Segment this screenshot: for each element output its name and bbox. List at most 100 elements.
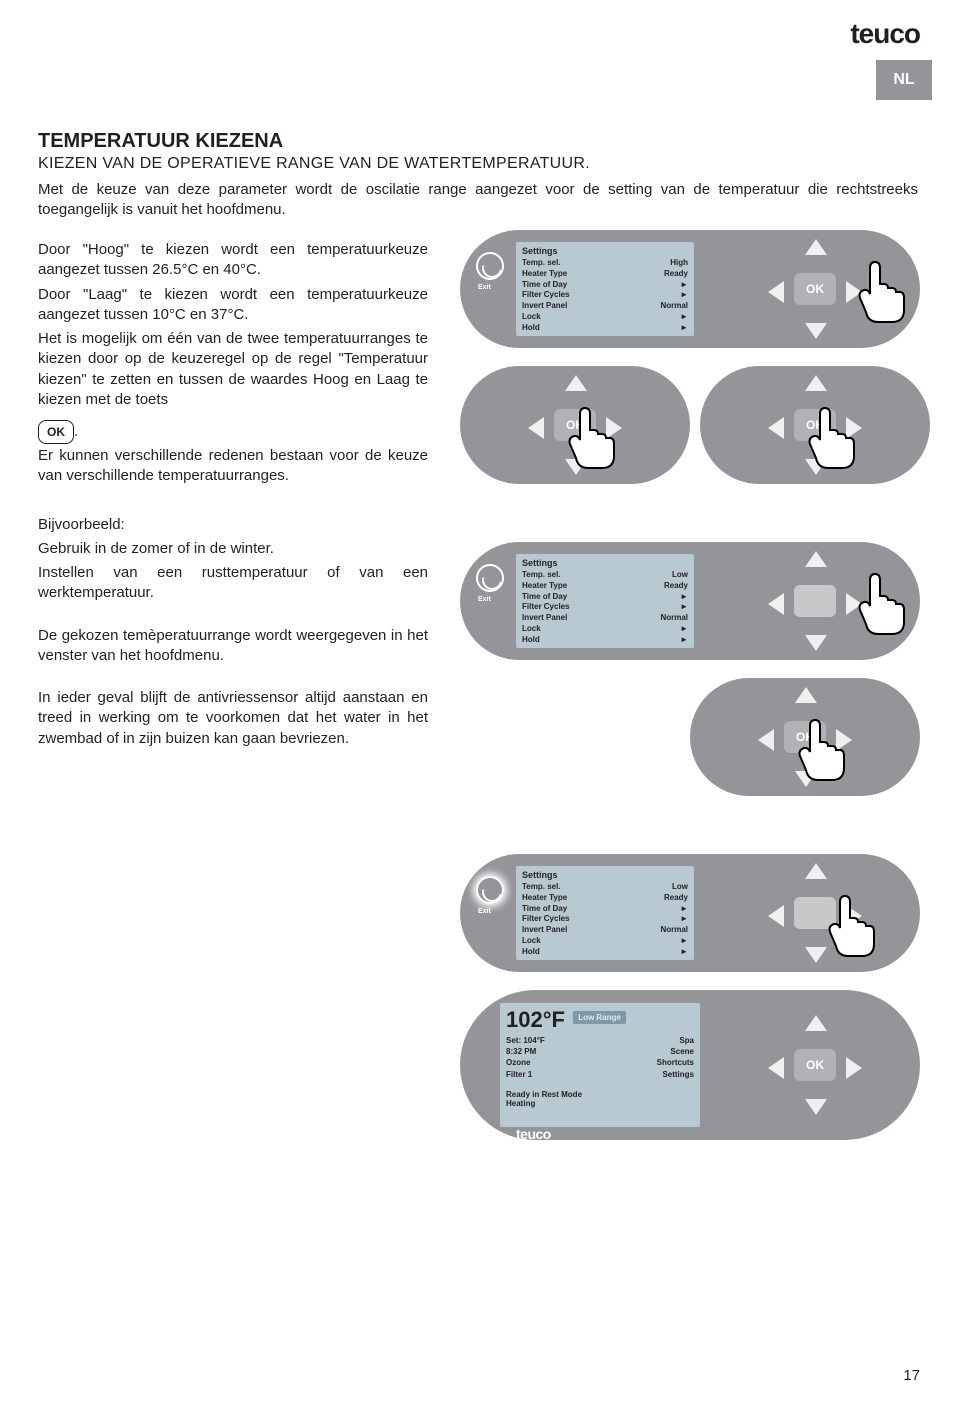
- arrow-left-icon[interactable]: [768, 905, 784, 927]
- arrow-up-icon[interactable]: [805, 551, 827, 567]
- lcd-screen: Settings Temp. sel.Low Heater TypeReady …: [516, 866, 694, 960]
- exit-label: Exit: [478, 908, 491, 915]
- paragraph: Er kunnen verschillende redenen bestaan …: [38, 446, 428, 487]
- row-label: Temp. sel.: [522, 258, 561, 269]
- exit-knob-icon: [476, 252, 504, 280]
- arrow-up-icon[interactable]: [565, 375, 587, 391]
- row-value: ►: [680, 914, 688, 925]
- row-value: Low: [672, 570, 688, 581]
- row-label: Temp. sel.: [522, 882, 561, 893]
- period: .: [74, 423, 78, 440]
- ozone-label: Ozone: [506, 1057, 545, 1068]
- row-label: Hold: [522, 947, 540, 958]
- row-label: Heater Type: [522, 893, 567, 904]
- row-label: Lock: [522, 624, 541, 635]
- paragraph: Gebruik in de zomer of in de winter.: [38, 539, 428, 559]
- row-label: Lock: [522, 312, 541, 323]
- row-value: Normal: [660, 301, 688, 312]
- language-badge: NL: [876, 60, 932, 100]
- page-subtitle: KIEZEN VAN DE OPERATIEVE RANGE VAN DE WA…: [38, 155, 590, 173]
- arrow-left-icon[interactable]: [528, 417, 544, 439]
- ok-button[interactable]: [794, 585, 836, 617]
- arrow-down-icon[interactable]: [805, 1099, 827, 1115]
- row-value: ►: [680, 624, 688, 635]
- set-temp: Set: 104°F: [506, 1035, 545, 1046]
- panel-illustrations: Exit Settings Temp. sel. High Heater Type…: [460, 230, 940, 1158]
- panel-row: OK OK: [460, 366, 940, 484]
- screen-title: Settings: [522, 246, 688, 256]
- row-label: Filter Cycles: [522, 914, 570, 925]
- screen-title: Settings: [522, 870, 688, 880]
- page-number: 17: [903, 1367, 920, 1384]
- arrow-left-icon[interactable]: [768, 417, 784, 439]
- row-label: Hold: [522, 635, 540, 646]
- lcd-screen: Settings Temp. sel. High Heater Type Ready…: [516, 242, 694, 336]
- exit-label: Exit: [478, 284, 491, 291]
- row-value: Normal: [660, 613, 688, 624]
- arrow-down-icon[interactable]: [805, 323, 827, 339]
- row-value: ►: [680, 323, 688, 334]
- arrow-up-icon[interactable]: [795, 687, 817, 703]
- row-label: Time of Day: [522, 280, 567, 291]
- control-panel: Exit Settings Temp. sel. High Heater Type…: [460, 230, 920, 348]
- arrow-left-icon[interactable]: [768, 281, 784, 303]
- lcd-main-screen: 102°F Low Range Set: 104°F 8:32 PM Ozone…: [500, 1003, 700, 1127]
- panel-brand: teuco: [532, 662, 567, 678]
- row-label: Filter Cycles: [522, 290, 570, 301]
- pointing-hand-icon: [850, 562, 920, 642]
- pointing-hand-icon: [850, 250, 920, 330]
- control-panel: OK: [460, 366, 690, 484]
- pointing-hand-icon: [790, 708, 860, 788]
- menu-settings: Settings: [657, 1069, 694, 1080]
- arrow-left-icon[interactable]: [758, 729, 774, 751]
- ok-button[interactable]: OK: [794, 1049, 836, 1081]
- row-value: ►: [680, 947, 688, 958]
- row-value: Ready: [664, 893, 688, 904]
- row-value: Ready: [664, 269, 688, 280]
- row-label: Filter Cycles: [522, 602, 570, 613]
- paragraph: De gekozen temèperatuurrange wordt weerg…: [38, 626, 428, 667]
- temperature-value: 102°F: [506, 1007, 565, 1033]
- arrow-left-icon[interactable]: [768, 1057, 784, 1079]
- arrow-up-icon[interactable]: [805, 375, 827, 391]
- arrow-down-icon[interactable]: [805, 635, 827, 651]
- arrow-up-icon[interactable]: [805, 863, 827, 879]
- main-right-col: Spa Scene Shortcuts Settings: [657, 1035, 694, 1080]
- pointing-hand-icon: [560, 396, 630, 476]
- screen-title: Settings: [522, 558, 688, 568]
- arrow-right-icon[interactable]: [846, 1057, 862, 1079]
- paragraph: Door "Hoog" te kiezen wordt een temperat…: [38, 240, 428, 281]
- row-label: Temp. sel.: [522, 570, 561, 581]
- row-label: Time of Day: [522, 904, 567, 915]
- arrow-up-icon[interactable]: [805, 1015, 827, 1031]
- paragraph: Door "Laag" te kiezen wordt een temperat…: [38, 285, 428, 326]
- exit-label: Exit: [478, 596, 491, 603]
- panel-brand: teuco: [516, 1126, 551, 1142]
- dpad: OK: [760, 1015, 870, 1115]
- control-panel: OK: [690, 678, 920, 796]
- row-value: ►: [680, 312, 688, 323]
- row-value: Low: [672, 882, 688, 893]
- row-label: Invert Panel: [522, 301, 567, 312]
- ok-key-icon: OK: [38, 420, 74, 444]
- row-value: Normal: [660, 925, 688, 936]
- row-label: Heater Type: [522, 581, 567, 592]
- panel-brand: teuco: [532, 350, 567, 366]
- control-panel: OK: [700, 366, 930, 484]
- row-label: Heater Type: [522, 269, 567, 280]
- lcd-screen: Settings Temp. sel.Low Heater TypeReady …: [516, 554, 694, 648]
- row-value: High: [670, 258, 688, 269]
- arrow-left-icon[interactable]: [768, 593, 784, 615]
- pointing-hand-icon: [800, 396, 870, 476]
- ok-button[interactable]: OK: [794, 273, 836, 305]
- row-value: ►: [680, 290, 688, 301]
- main-left-col: Set: 104°F 8:32 PM Ozone Filter 1: [506, 1035, 545, 1080]
- arrow-up-icon[interactable]: [805, 239, 827, 255]
- menu-spa: Spa: [657, 1035, 694, 1046]
- row-value: ►: [680, 936, 688, 947]
- page-title: TEMPERATUUR KIEZENA: [38, 130, 283, 153]
- control-panel: Exit Settings Temp. sel.Low Heater TypeR…: [460, 542, 920, 660]
- row-label: Invert Panel: [522, 613, 567, 624]
- control-panel: Exit Settings Temp. sel. Low Heater Type R…: [460, 854, 920, 972]
- row-label: Time of Day: [522, 592, 567, 603]
